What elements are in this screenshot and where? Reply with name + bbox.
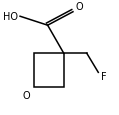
Text: HO: HO [3, 12, 18, 22]
Text: O: O [75, 2, 83, 12]
Text: O: O [23, 91, 30, 100]
Text: F: F [101, 72, 106, 82]
